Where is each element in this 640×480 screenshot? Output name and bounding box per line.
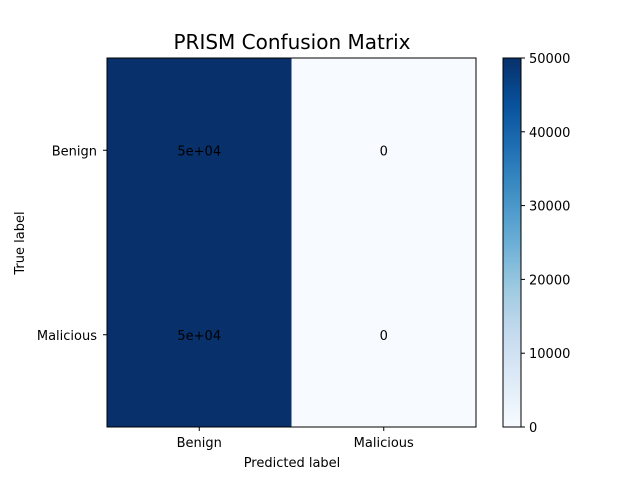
matrix-cell (291, 58, 476, 243)
y-tick-label: Malicious (37, 329, 97, 344)
matrix-frame (106, 57, 477, 428)
matrix-cell (291, 242, 476, 427)
y-axis-label: True label (13, 211, 28, 275)
matrix-cell-label: 5e+04 (177, 144, 221, 159)
x-tick-label: Malicious (354, 436, 414, 451)
matrix-cell (107, 242, 292, 427)
x-tick-label: Benign (177, 436, 222, 451)
colorbar-tick-label: 20000 (529, 273, 570, 288)
colorbar-tick-label: 50000 (529, 52, 570, 67)
colorbar-tick-label: 30000 (529, 200, 570, 215)
colorbar-tick-label: 10000 (529, 347, 570, 362)
y-tick-label: Benign (52, 144, 97, 159)
colorbar-ticks: 0 10000 20000 30000 40000 50000 (521, 52, 570, 436)
matrix-cell-label: 0 (380, 329, 388, 344)
colorbar-tick-label: 40000 (529, 126, 570, 141)
y-ticks: Benign Malicious (37, 144, 107, 344)
colorbar (502, 57, 522, 428)
x-ticks: Benign Malicious (177, 427, 414, 451)
colorbar-tick-label: 0 (529, 421, 537, 436)
x-axis-label: Predicted label (244, 456, 341, 471)
matrix-cells: 5e+04 0 5e+04 0 (107, 58, 476, 427)
matrix-cell-label: 0 (380, 144, 388, 159)
chart-title: PRISM Confusion Matrix (174, 30, 411, 54)
matrix-cell (107, 58, 292, 243)
matrix-cell-label: 5e+04 (177, 329, 221, 344)
